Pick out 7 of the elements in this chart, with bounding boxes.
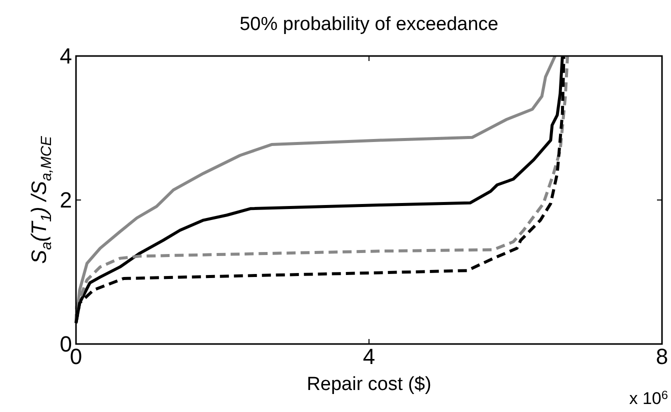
- chart-title: 50% probability of exceedance: [240, 14, 498, 35]
- x-tick-label: 8: [656, 344, 668, 369]
- x-axis-title: Repair cost ($): [306, 374, 432, 395]
- x-tick-label: 4: [362, 344, 376, 369]
- text: x 10$^{6}$: [629, 388, 668, 408]
- y-tick-label: 2: [60, 188, 72, 213]
- y-tick-label: 4: [60, 44, 72, 69]
